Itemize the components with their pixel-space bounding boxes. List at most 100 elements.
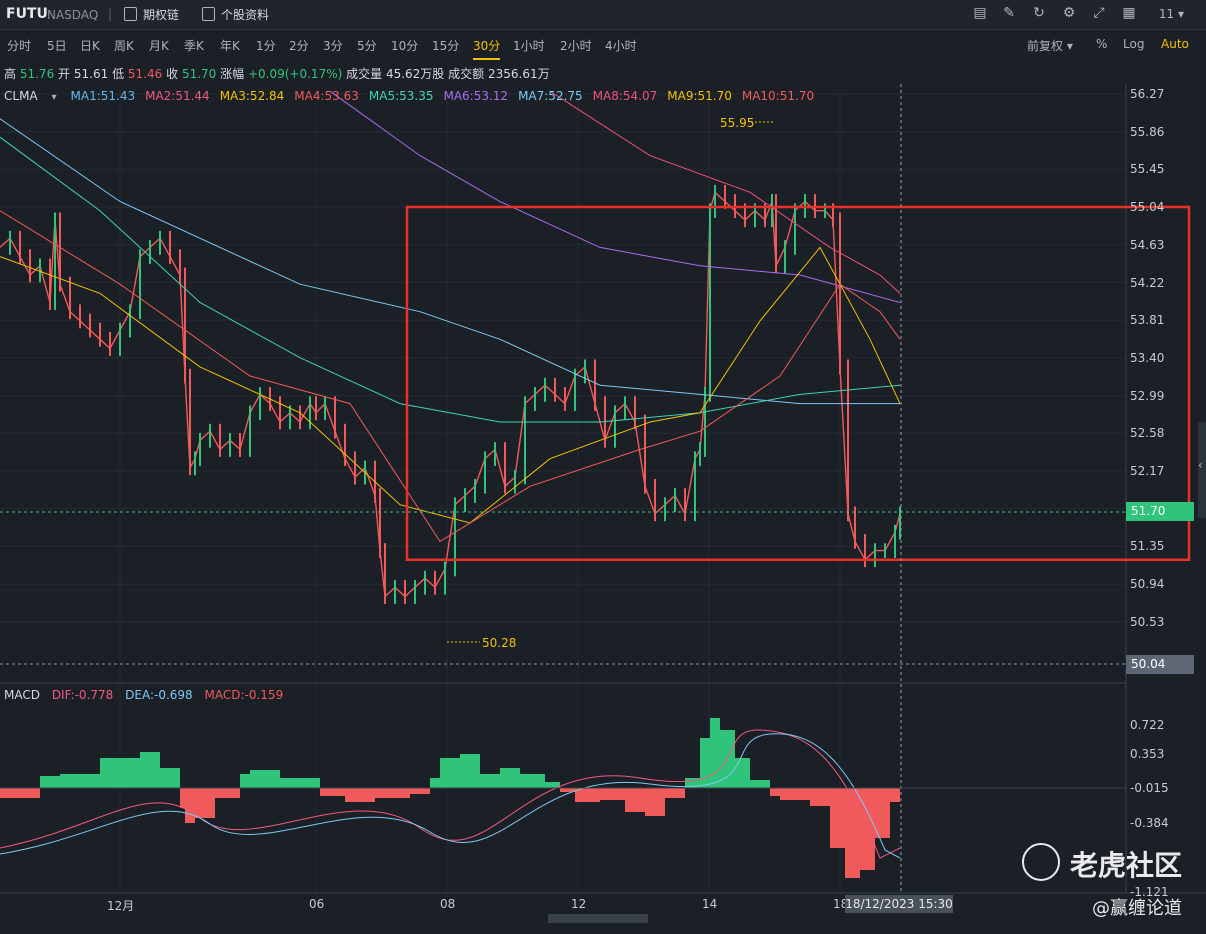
turnover-label: 成交额 xyxy=(448,67,485,81)
period-4h[interactable]: 4小时 xyxy=(605,39,637,53)
macd-bar xyxy=(625,788,645,812)
period-10m[interactable]: 10分 xyxy=(391,39,419,53)
macd-bar xyxy=(575,788,600,802)
period-year[interactable]: 年K xyxy=(220,39,240,53)
watermark-author: @赢缠论道 xyxy=(1092,898,1182,919)
macd-bar xyxy=(480,774,500,788)
macd-bar xyxy=(845,788,860,878)
low-label: 低 xyxy=(112,67,125,81)
macd-bar xyxy=(750,780,770,788)
ma-line xyxy=(549,90,901,294)
macd-axis-tick: 0.722 xyxy=(1130,718,1165,732)
refresh-icon[interactable]: ↻ xyxy=(1033,5,1045,21)
options-chain-icon xyxy=(124,7,137,21)
options-chain-link[interactable]: 期权链 xyxy=(124,6,179,23)
macd-bar xyxy=(560,788,575,792)
period-1h[interactable]: 1小时 xyxy=(513,39,545,53)
auto-toggle[interactable]: Auto xyxy=(1161,37,1189,51)
macd-bar xyxy=(545,782,560,788)
period-2h[interactable]: 2小时 xyxy=(560,39,592,53)
exchange: NASDAQ xyxy=(47,8,99,22)
stock-profile-link[interactable]: 个股资料 xyxy=(202,6,269,23)
crosshair-time: 18/12/2023 15:30 xyxy=(845,895,953,913)
turnover-value: 2356.61万 xyxy=(487,67,550,81)
x-label-08: 08 xyxy=(440,897,456,911)
grid-icon[interactable]: ▦ xyxy=(1122,5,1136,21)
x-label-dec: 12月 xyxy=(107,899,135,913)
adjust-dropdown[interactable]: 前复权 ▾ xyxy=(1027,39,1073,53)
timeline-scroll-handle[interactable] xyxy=(548,914,648,923)
x-label-12: 12 xyxy=(571,897,587,911)
chart-icon[interactable]: ▤ xyxy=(973,5,987,21)
macd-bar xyxy=(0,788,40,798)
macd-dea: DEA:-0.698 xyxy=(125,688,193,702)
macd-bar xyxy=(830,788,845,848)
period-quarter[interactable]: 季K xyxy=(184,39,204,53)
period-fenshi[interactable]: 分时 xyxy=(7,39,32,53)
ma-legend-caret-icon[interactable]: ▾ xyxy=(51,92,57,103)
x-label-06: 06 xyxy=(309,897,325,911)
price-axis-tick: 55.86 xyxy=(1130,124,1165,139)
top-bar: FUTU NASDAQ | 期权链 个股资料 ▤ ✎ ↻ ⚙ ⤢ ▦ 11 ▾ xyxy=(0,0,1206,30)
macd-bar xyxy=(180,788,185,808)
macd-value: MACD:-0.159 xyxy=(204,688,284,702)
ma-line xyxy=(329,90,901,303)
period-1m[interactable]: 1分 xyxy=(256,39,276,53)
x-label-14: 14 xyxy=(702,897,718,911)
macd-bar xyxy=(280,778,320,788)
side-panel-toggle[interactable] xyxy=(1198,422,1206,518)
price-axis-tick: 50.53 xyxy=(1130,614,1165,629)
macd-axis-tick: 0.353 xyxy=(1130,747,1165,761)
price-axis-tick: 50.94 xyxy=(1130,577,1165,592)
macd-bar xyxy=(185,788,195,823)
price-axis-tick: 56.27 xyxy=(1130,87,1165,101)
percent-toggle[interactable]: % xyxy=(1096,37,1108,51)
watermark-brand-text: 老虎社区 xyxy=(1069,849,1182,882)
draw-icon[interactable]: ✎ xyxy=(1003,5,1015,21)
period-month[interactable]: 月K xyxy=(149,39,169,53)
macd-indicator-name[interactable]: MACD xyxy=(4,688,40,702)
macd-bar xyxy=(100,758,140,788)
high-label: 高 xyxy=(4,67,17,81)
symbol[interactable]: FUTU xyxy=(6,6,48,22)
quote-line: 高 51.76 开 51.61 低 51.46 收 51.70 涨幅 +0.09… xyxy=(4,65,550,82)
price-axis-tick: 53.81 xyxy=(1130,313,1165,328)
macd-bar xyxy=(345,788,375,802)
ma-indicator-name[interactable]: CLMA xyxy=(4,89,38,103)
high-annotation: 55.95 xyxy=(720,116,755,130)
ma-legend-item: MA1:51.43 xyxy=(70,89,136,103)
period-5d[interactable]: 5日 xyxy=(47,39,67,53)
macd-bar xyxy=(430,778,440,788)
stock-profile-icon xyxy=(202,7,215,21)
ma-legend-item: MA2:51.44 xyxy=(145,89,210,103)
log-toggle[interactable]: Log xyxy=(1123,37,1145,51)
period-2m[interactable]: 2分 xyxy=(289,39,309,53)
settings-icon[interactable]: ⚙ xyxy=(1062,5,1076,21)
macd-axis-tick: -0.384 xyxy=(1130,816,1169,830)
ma-legend-item: MA5:53.35 xyxy=(368,89,434,103)
price-axis-tick: 55.45 xyxy=(1130,162,1165,177)
kline-chart[interactable] xyxy=(0,84,1206,914)
tiger-logo-icon xyxy=(1021,843,1060,881)
price-axis-tick: 54.22 xyxy=(1130,275,1165,290)
period-30m[interactable]: 30分 xyxy=(473,39,501,60)
ma-line xyxy=(0,136,901,423)
period-week[interactable]: 周K xyxy=(114,39,134,53)
macd-bar xyxy=(140,752,160,788)
period-15m[interactable]: 15分 xyxy=(432,39,460,53)
period-day[interactable]: 日K xyxy=(80,39,100,53)
macd-bar xyxy=(665,788,685,798)
options-chain-label: 期权链 xyxy=(143,8,180,22)
macd-dif: DIF:-0.778 xyxy=(51,688,114,702)
open-label: 开 xyxy=(58,67,71,81)
low-value: 51.46 xyxy=(127,67,163,81)
macd-bar xyxy=(700,738,710,788)
period-5m[interactable]: 5分 xyxy=(357,39,377,53)
price-axis-tick: 54.63 xyxy=(1130,237,1165,252)
x-label-18: 18 xyxy=(833,897,849,911)
volume-value: 45.62万股 xyxy=(385,67,445,81)
period-3m[interactable]: 3分 xyxy=(323,39,343,53)
layout-count-dropdown[interactable]: 11 ▾ xyxy=(1158,7,1184,21)
change-label: 涨幅 xyxy=(220,67,245,81)
fullscreen-icon[interactable]: ⤢ xyxy=(1093,5,1105,21)
